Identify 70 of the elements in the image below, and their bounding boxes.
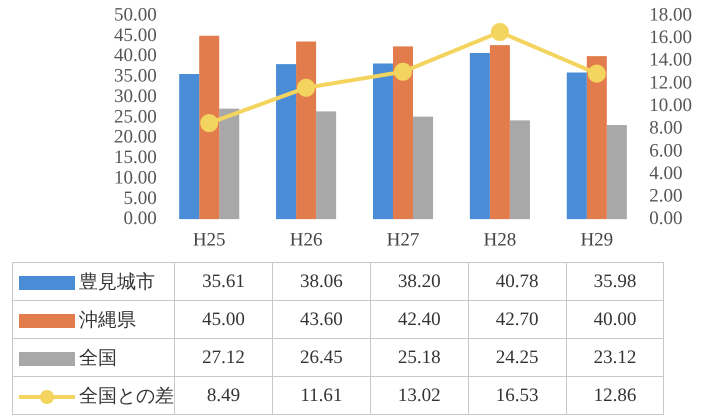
y2-tick-label: 6.00 <box>649 140 682 162</box>
y2-tick-label: 4.00 <box>649 162 682 184</box>
legend-label: 豊見城市 <box>79 272 155 292</box>
bar <box>392 46 414 220</box>
data-label: 43.60 <box>272 300 370 338</box>
data-label: 40.78 <box>468 262 566 300</box>
x-tick-label: H26 <box>290 230 322 251</box>
data-label: 25.18 <box>370 338 468 376</box>
data-label: 8.49 <box>174 376 272 414</box>
point <box>394 62 412 81</box>
bar <box>316 111 336 220</box>
y2-tick-label: 8.00 <box>649 118 682 139</box>
point <box>490 23 509 42</box>
data-label: 40.00 <box>566 300 664 338</box>
legend-label: 全国との差 <box>79 386 174 406</box>
x-tick-label: H28 <box>484 230 516 251</box>
point <box>200 114 218 132</box>
y2-tick-label: 18.00 <box>649 4 692 26</box>
data-label: 23.12 <box>566 338 664 376</box>
x-tick-label: H29 <box>580 230 614 251</box>
bar <box>586 56 607 220</box>
data-label: 13.02 <box>370 376 468 414</box>
legend-label: 沖縄県 <box>79 310 136 330</box>
y-tick-label: 50.00 <box>114 4 157 26</box>
y-tick-label: 30.00 <box>114 86 157 107</box>
data-label: 11.61 <box>272 376 370 414</box>
point <box>588 64 606 83</box>
y-tick-label: 45.00 <box>114 24 157 46</box>
y-tick-label: 5.00 <box>124 188 157 209</box>
legend-label: 全国 <box>79 348 117 368</box>
y2-tick-label: 2.00 <box>649 186 682 207</box>
y-tick-label: 25.00 <box>114 106 157 128</box>
bar <box>296 41 316 220</box>
x-tick-label: H27 <box>386 230 420 251</box>
data-label: 42.70 <box>468 300 566 338</box>
y2-tick-label: 16.00 <box>649 27 692 48</box>
y-tick-label: 0.00 <box>124 208 157 230</box>
y-tick-label: 20.00 <box>114 126 157 148</box>
y2-tick-label: 0.00 <box>649 208 682 230</box>
data-label: 27.12 <box>174 338 272 376</box>
y2-tick-label: 12.00 <box>649 72 692 94</box>
data-label: 42.40 <box>370 300 468 338</box>
data-label: 38.20 <box>370 262 468 300</box>
bar <box>510 120 530 220</box>
point <box>297 78 316 97</box>
bar <box>490 45 510 220</box>
bar <box>372 63 393 220</box>
data-label: 38.06 <box>272 262 370 300</box>
bar <box>566 72 587 220</box>
data-label: 24.25 <box>468 338 566 376</box>
bar <box>470 52 490 220</box>
data-label: 35.98 <box>566 262 664 300</box>
y-tick-label: 35.00 <box>114 66 157 87</box>
bar <box>413 116 434 220</box>
y-tick-label: 10.00 <box>114 167 157 188</box>
bar <box>179 74 200 220</box>
y2-tick-label: 10.00 <box>649 94 692 116</box>
bar <box>199 36 220 220</box>
y-tick-label: 40.00 <box>114 45 157 66</box>
y2-tick-label: 14.00 <box>649 50 692 71</box>
data-label: 45.00 <box>174 300 272 338</box>
bar <box>606 124 627 220</box>
y-tick-label: 15.00 <box>114 147 157 168</box>
data-label: 26.45 <box>272 338 370 376</box>
data-label: 16.53 <box>468 376 566 414</box>
bar <box>219 108 240 220</box>
bar <box>276 64 296 220</box>
data-label: 12.86 <box>566 376 664 414</box>
x-tick-label: H25 <box>192 230 226 251</box>
data-label: 35.61 <box>174 262 272 300</box>
